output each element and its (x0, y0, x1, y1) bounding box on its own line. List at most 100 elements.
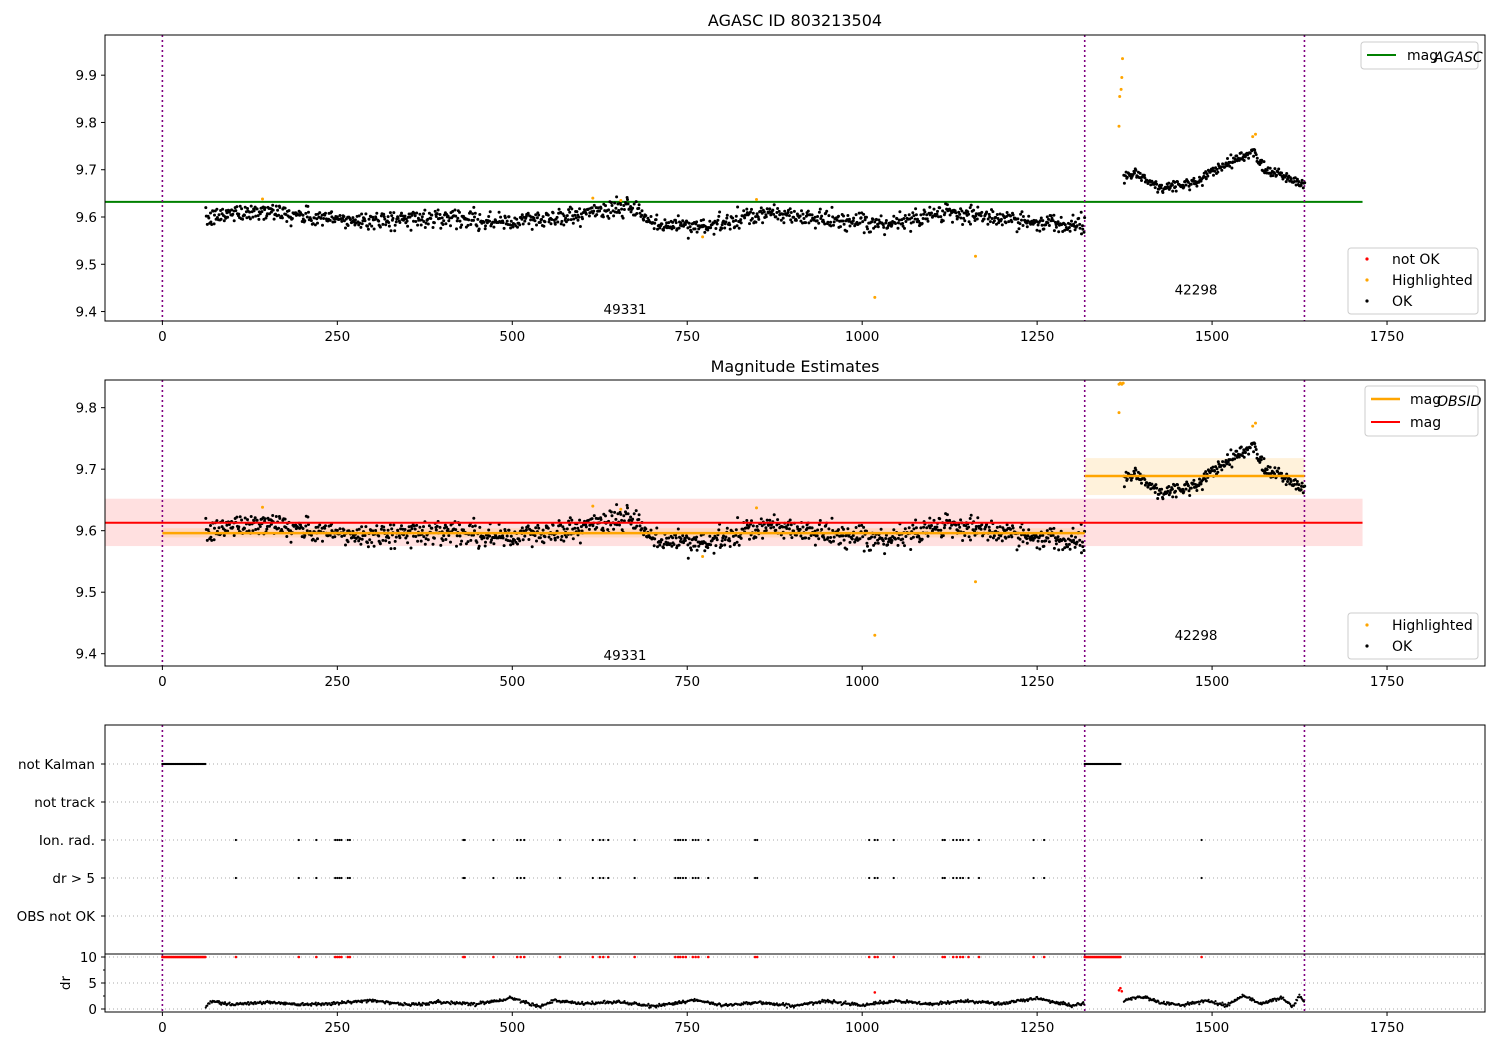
ok-point (473, 524, 477, 528)
dr-point (252, 1003, 255, 1006)
ok-point (464, 542, 468, 546)
ok-point (1268, 465, 1272, 469)
ok-point (1228, 463, 1232, 467)
ok-point (884, 221, 888, 225)
ok-point (340, 219, 344, 223)
ok-point (932, 518, 936, 522)
ok-point (1155, 182, 1159, 186)
ion-rad-point (516, 838, 519, 842)
ok-point (601, 215, 605, 219)
highlighted-point (1117, 411, 1121, 415)
ok-point (936, 209, 939, 213)
ok-point (573, 213, 577, 217)
ok-point (1052, 229, 1056, 233)
ok-point (533, 219, 537, 223)
ok-point (755, 524, 759, 528)
ok-point (764, 215, 768, 219)
ok-point (654, 218, 658, 222)
ok-point (420, 528, 424, 532)
dr-point (320, 1004, 323, 1007)
ok-point (748, 537, 751, 541)
ok-point (1017, 227, 1021, 231)
ok-point (516, 225, 519, 229)
ok-point (289, 529, 292, 533)
ok-point (901, 222, 905, 225)
ok-point (596, 517, 600, 521)
ok-point (478, 213, 482, 216)
ok-point (686, 556, 690, 560)
ok-point (1134, 468, 1138, 472)
ok-point (509, 219, 513, 223)
ok-point (912, 214, 916, 218)
ok-point (960, 209, 964, 213)
ok-point (536, 523, 540, 527)
ok-point (1052, 526, 1056, 530)
ok-point (532, 216, 536, 220)
ok-point (922, 525, 926, 529)
ok-point (1299, 183, 1303, 187)
ok-point (374, 217, 378, 220)
ok-point (731, 219, 735, 223)
ok-point (584, 525, 588, 529)
ion-rad-point (868, 838, 871, 842)
ok-point (1153, 491, 1157, 494)
ok-point (1233, 160, 1237, 164)
ok-point (852, 216, 856, 220)
ok-point (1246, 153, 1250, 157)
ok-point (860, 523, 864, 527)
ok-point (771, 208, 775, 212)
ok-point (974, 527, 978, 531)
ok-point (904, 535, 908, 538)
ok-point (1262, 457, 1266, 461)
ok-point (728, 227, 732, 231)
ion-rad-point (519, 838, 522, 842)
ok-point (413, 527, 417, 531)
ok-point (1280, 471, 1284, 475)
ok-point (1047, 540, 1051, 544)
ok-point (353, 539, 357, 543)
ok-point (1297, 180, 1301, 184)
ok-point (256, 527, 260, 531)
ok-point (877, 218, 881, 222)
ok-point (622, 519, 626, 523)
ok-point (1233, 453, 1237, 457)
ok-point (379, 527, 383, 531)
ok-point (454, 214, 458, 218)
ok-point (631, 517, 635, 521)
ok-point (774, 528, 778, 532)
dr-clipped-point (961, 955, 965, 959)
ok-point (824, 524, 828, 528)
ok-point (874, 217, 878, 221)
ok-point (937, 215, 940, 219)
dr-clipped-point (333, 955, 337, 959)
ok-point (323, 526, 327, 530)
ok-point (741, 214, 745, 218)
ok-point (615, 195, 619, 199)
ok-point (541, 215, 545, 219)
ok-point (974, 212, 978, 216)
ok-point (941, 219, 945, 223)
ok-point (1259, 458, 1263, 462)
ion-rad-point (952, 838, 955, 842)
ok-point (817, 210, 821, 214)
ok-point (638, 211, 642, 215)
dr-gt-5-point (340, 876, 343, 880)
ok-point (204, 516, 208, 520)
ok-point (842, 222, 846, 226)
ok-point (855, 536, 859, 540)
ok-point (1156, 497, 1160, 500)
ok-point (1075, 224, 1079, 228)
ok-point (1293, 478, 1297, 482)
ok-point (816, 528, 820, 532)
ok-point (739, 218, 743, 222)
ok-point (870, 220, 874, 224)
ok-point (1254, 153, 1258, 157)
ok-point (473, 215, 476, 219)
dr-point (792, 1006, 796, 1009)
ok-point (432, 536, 436, 540)
ok-point (632, 202, 636, 206)
ion-rad-point (346, 838, 349, 842)
ok-point (516, 542, 519, 546)
y-tick-label: 9.5 (76, 257, 97, 273)
